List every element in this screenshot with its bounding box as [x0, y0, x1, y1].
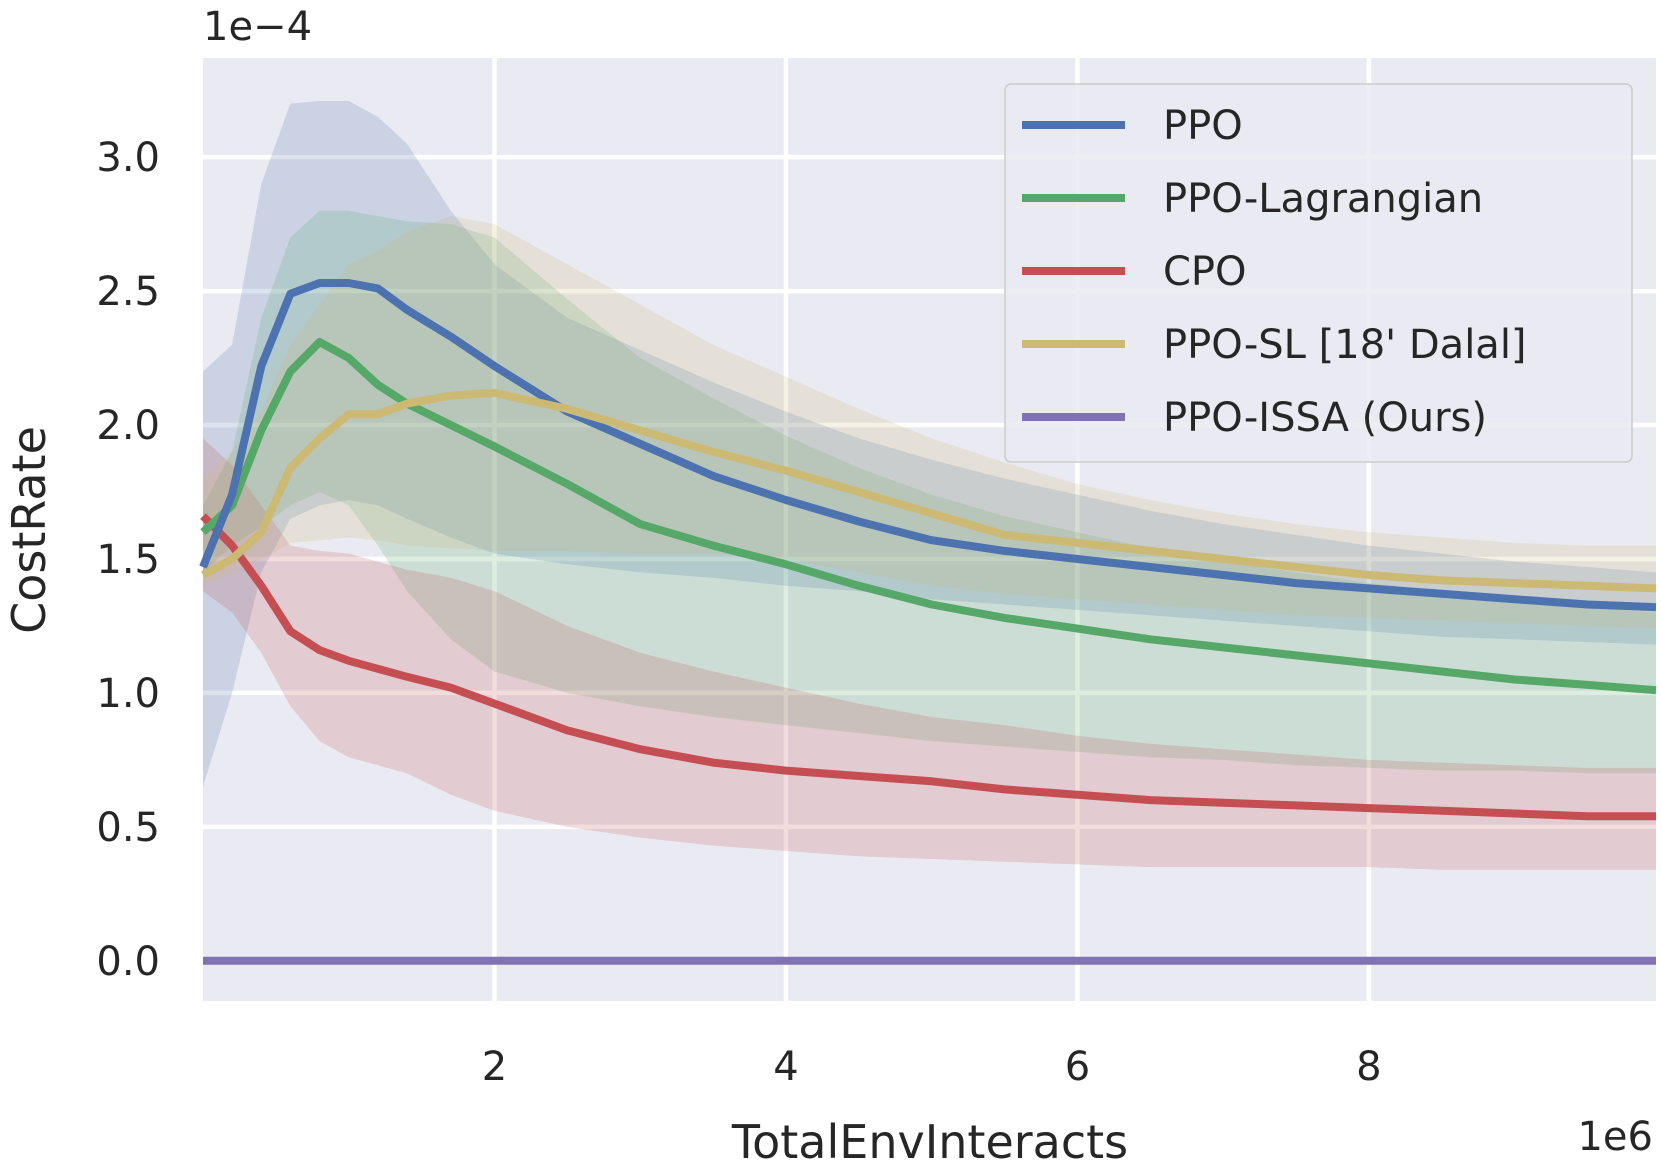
legend-box: [1004, 83, 1633, 463]
confidence-bands: [203, 100, 1656, 870]
cpo-legend-label: CPO: [1163, 249, 1247, 295]
ppo-band: [203, 100, 1656, 787]
x-tick-label: 6: [1065, 1044, 1090, 1090]
x-tick-label: 2: [482, 1044, 507, 1090]
y-tick-label: 2.0: [96, 403, 160, 449]
ppo-lagrangian-line: [200, 338, 1657, 695]
y-axis-label: CostRate: [2, 426, 56, 634]
x-axis-label: TotalEnvInteracts: [731, 1115, 1128, 1165]
y-tick-label: 1.5: [96, 537, 160, 583]
x-tick-label: 8: [1356, 1044, 1381, 1090]
ppo-legend-label: PPO: [1163, 103, 1243, 149]
series-lines: [199, 279, 1657, 965]
x-scale-label: 1e6: [1577, 1114, 1653, 1160]
ppo-line: [199, 279, 1657, 612]
y-tick-label: 0.5: [96, 805, 160, 851]
y-tick-label: 1.0: [96, 671, 160, 717]
y-tick-label: 3.0: [96, 135, 160, 181]
y-scale-label: 1e−4: [203, 4, 312, 50]
cpo-line: [200, 513, 1656, 821]
x-tick-label: 4: [773, 1044, 798, 1090]
ppo-lagrangian-legend-label: PPO-Lagrangian: [1163, 176, 1483, 222]
ppo-issa-ours-legend-label: PPO-ISSA (Ours): [1163, 395, 1487, 441]
cpo-band: [203, 438, 1656, 870]
ppo-sl-18-dalal-legend-label: PPO-SL [18' Dalal]: [1163, 322, 1527, 368]
ppo-sl-18-dalal-band: [203, 216, 1656, 629]
grid: [203, 58, 1656, 1001]
ppo-lagrangian-band: [203, 210, 1656, 774]
y-tick-label: 2.5: [96, 269, 160, 315]
ppo-sl-18-dalal-line: [201, 388, 1657, 593]
y-tick-label: 0.0: [96, 939, 160, 985]
y-tick-labels: 0.0 0.5 1.0 1.5 2.0 2.5 3.0: [96, 135, 160, 985]
legend: PPO PPO-Lagrangian CPO PPO-SL [18' Dalal] PP…: [1004, 83, 1633, 463]
x-tick-labels: 2 4 6 8: [482, 1044, 1382, 1090]
